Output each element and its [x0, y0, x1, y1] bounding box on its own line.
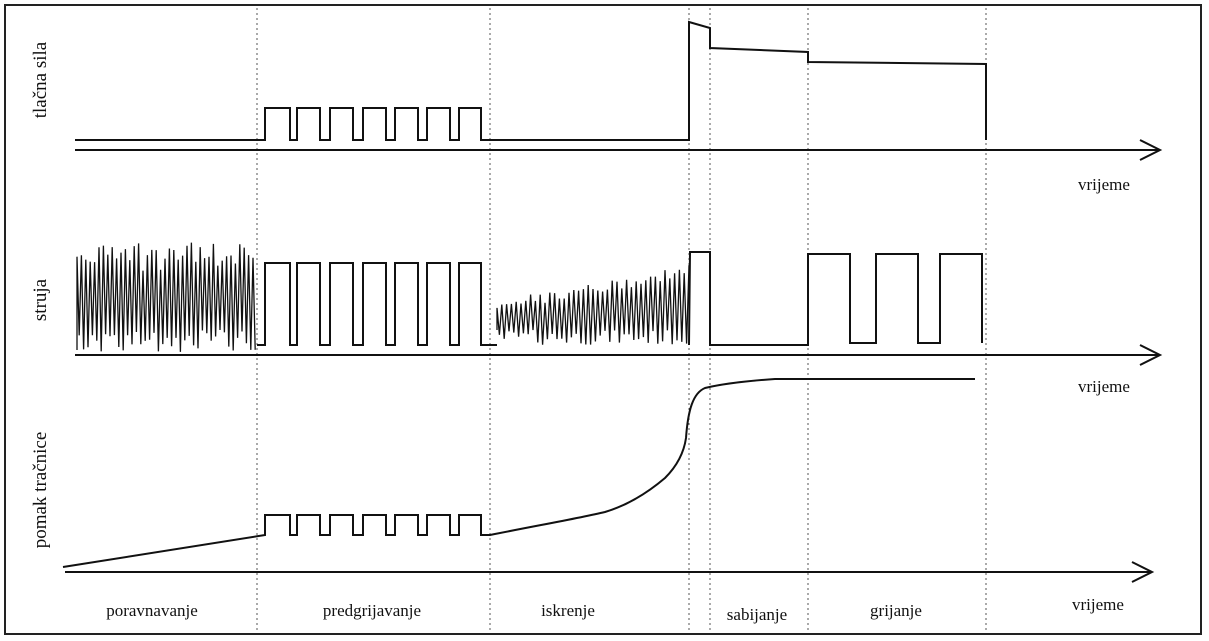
phase-label-sabijanje: sabijanje — [727, 605, 787, 624]
current-noise-alignment — [76, 242, 256, 352]
time-axis-top — [75, 139, 1163, 161]
time-axis-middle — [75, 344, 1163, 366]
time-axis-bottom — [65, 561, 1155, 583]
time-label-middle: vrijeme — [1078, 377, 1130, 396]
displacement-y-label: pomak tračnice — [30, 432, 51, 549]
force-signal — [75, 20, 987, 141]
phase-label-predgrijavanje: predgrijavanje — [323, 601, 421, 620]
diagram-frame — [4, 4, 1202, 635]
time-label-top: vrijeme — [1078, 175, 1130, 194]
current-pulses — [257, 251, 983, 346]
current-y-label: struja — [30, 278, 51, 321]
phase-label-grijanje: grijanje — [870, 601, 922, 620]
phase-label-iskrenje: iskrenje — [541, 601, 595, 620]
force-y-label: tlačna sila — [30, 41, 51, 118]
displacement-signal — [62, 378, 975, 568]
current-noise-flashing — [496, 265, 690, 345]
phase-label-poravnavanje: poravnavanje — [106, 601, 198, 620]
time-label-bottom: vrijeme — [1072, 595, 1124, 614]
